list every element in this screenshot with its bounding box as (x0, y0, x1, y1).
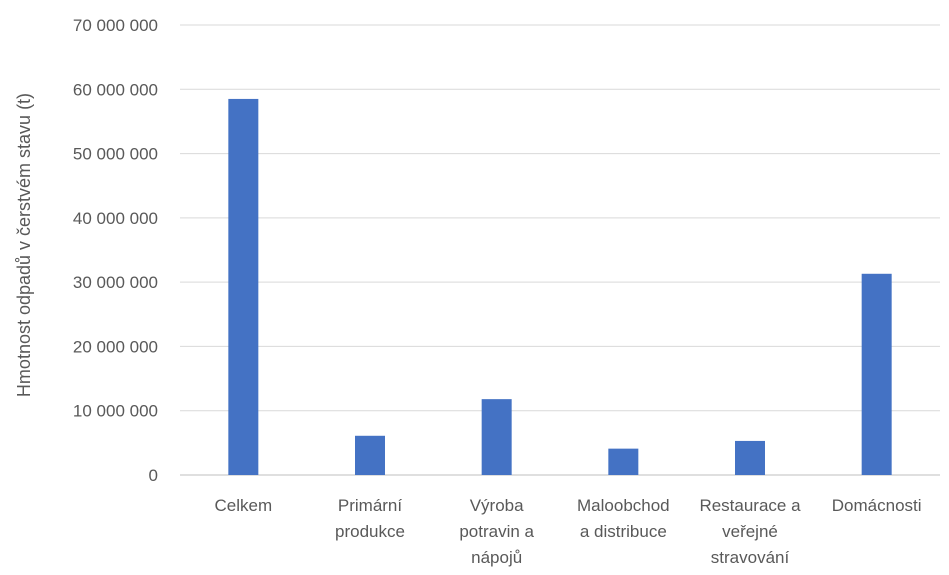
bar (608, 448, 639, 475)
y-tick-label: 30 000 000 (73, 273, 158, 292)
bar (735, 440, 765, 475)
y-tick-label: 40 000 000 (73, 209, 158, 228)
y-axis-ticks: 0 10 000 000 20 000 000 30 000 000 40 000 00… (73, 16, 158, 485)
x-category-label: Výroba potravin a nápojů (459, 496, 534, 567)
y-tick-label: 50 000 000 (73, 145, 158, 164)
bars (228, 98, 892, 475)
bar (481, 399, 512, 475)
x-axis-categories: Celkem Primární produkce Výroba potravin a ná… (215, 496, 922, 567)
x-category-label: Celkem (215, 496, 273, 515)
x-category-label: Restaurace a veřejné stravování (699, 496, 801, 567)
gridlines (180, 24, 940, 476)
y-tick-label: 60 000 000 (73, 80, 158, 99)
y-tick-label: 0 (149, 466, 158, 485)
y-tick-label: 20 000 000 (73, 337, 158, 356)
bar (861, 273, 892, 475)
y-tick-label: 70 000 000 (73, 16, 158, 35)
x-category-label: Primární produkce (335, 496, 405, 541)
bar (228, 98, 259, 475)
x-category-label: Maloobchod a distribuce (577, 496, 670, 541)
y-tick-label: 10 000 000 (73, 402, 158, 421)
x-category-label: Domácnosti (832, 496, 922, 515)
bar (355, 435, 385, 475)
y-axis-title: Hmotnost odpadů v čerstvém stavu (t) (14, 93, 34, 397)
